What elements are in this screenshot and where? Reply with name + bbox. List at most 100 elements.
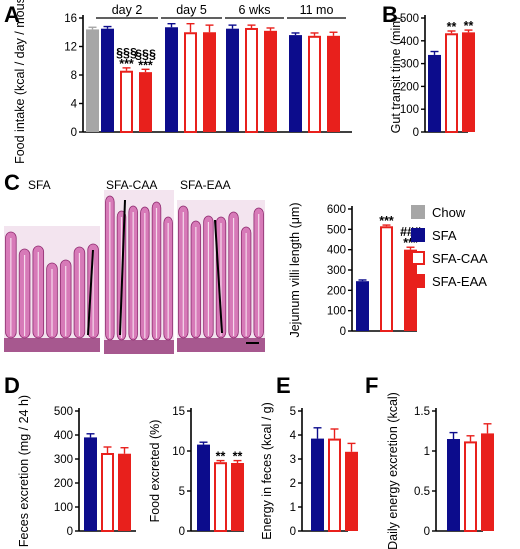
y-tick-label: 200 xyxy=(327,285,346,297)
bar xyxy=(264,30,277,133)
panel-letter: F xyxy=(365,373,378,398)
bar xyxy=(464,441,477,532)
chart-panel-d: D 0 100 200 300 400 500 Feces excretion (mg / 2… xyxy=(4,373,136,547)
legend-swatch xyxy=(411,274,425,288)
micrograph-label: SFA-CAA xyxy=(106,178,157,192)
y-tick-label: 2 xyxy=(290,478,296,490)
group-label: day 5 xyxy=(176,3,207,17)
y-tick-label: 1 xyxy=(424,446,430,458)
chart-panel-c: C 0 100 200 300 400 500 600 Jejunum villi length… xyxy=(4,170,421,338)
micrograph-label: SFA-EAA xyxy=(180,178,231,192)
y-tick-label: 0 xyxy=(67,526,73,538)
bar xyxy=(311,438,324,531)
chart-panel-a: A 0 4 8 12 16 Food intake (kcal / day / mouse)… xyxy=(4,0,352,164)
y-tick-label: 100 xyxy=(327,306,346,318)
y-tick-label: 0 xyxy=(340,326,346,338)
histology-micrograph: SFA SFA-CAA SFA-EAA xyxy=(4,178,265,354)
y-tick-label: 300 xyxy=(327,265,346,277)
bar xyxy=(197,444,210,531)
bar xyxy=(462,32,475,132)
significance-label: ** xyxy=(216,450,226,464)
bar xyxy=(120,70,133,133)
crypt-layer xyxy=(4,338,100,352)
y-axis-title: Feces excretion (mg / 24 h) xyxy=(17,395,31,547)
legend-swatch xyxy=(411,228,425,242)
bar xyxy=(345,451,358,531)
villus-length-line xyxy=(87,249,94,336)
villus-length-line xyxy=(214,219,223,334)
y-tick-label: 400 xyxy=(327,245,346,257)
legend-label: Chow xyxy=(432,205,466,220)
y-tick-label: 5 xyxy=(290,406,296,418)
y-axis-title: Food excreted (%) xyxy=(148,420,162,523)
significance-label: §§§ xyxy=(135,47,156,61)
bar xyxy=(447,439,460,531)
y-tick-label: 1 xyxy=(290,502,296,514)
bar xyxy=(226,28,239,132)
y-tick-label: 400 xyxy=(400,36,419,48)
y-tick-label: 200 xyxy=(400,81,419,93)
bar xyxy=(481,433,494,531)
significance-label: ** xyxy=(447,20,457,34)
legend-label: SFA xyxy=(432,228,457,243)
y-tick-label: 0 xyxy=(413,127,419,139)
micrograph-label: SFA xyxy=(28,178,51,192)
significance-label: *** xyxy=(119,57,134,71)
group-label: 11 mo xyxy=(300,3,334,17)
y-tick-label: 0 xyxy=(290,526,296,538)
significance-label: ** xyxy=(233,450,243,464)
y-axis-title: Food intake (kcal / day / mouse) xyxy=(13,0,27,164)
significance-label: *** xyxy=(379,214,394,228)
legend: Chow SFA SFA-CAA SFA-EAA xyxy=(411,205,488,289)
y-tick-label: 600 xyxy=(327,204,346,216)
significance-label: §§§ xyxy=(116,46,137,60)
significance-label: *** xyxy=(138,58,153,72)
tissue-background xyxy=(104,190,174,354)
y-tick-label: 12 xyxy=(64,42,77,54)
bar xyxy=(203,32,216,132)
y-tick-label: 0.5 xyxy=(414,486,430,498)
bar xyxy=(356,281,369,331)
legend-label: SFA-CAA xyxy=(432,251,488,266)
legend-swatch xyxy=(411,251,425,265)
y-axis-title: Jejunum villi length (μm) xyxy=(288,202,302,337)
micrograph-section xyxy=(4,226,100,352)
legend-swatch xyxy=(411,205,425,219)
group-label: 6 wks xyxy=(239,3,271,17)
y-tick-label: 0 xyxy=(71,127,77,139)
y-tick-label: 10 xyxy=(172,446,185,458)
y-tick-label: 16 xyxy=(64,13,77,25)
y-tick-label: 200 xyxy=(54,478,73,490)
y-tick-label: 15 xyxy=(172,406,185,418)
bar xyxy=(245,27,258,134)
crypt-layer xyxy=(177,338,265,352)
y-tick-label: 100 xyxy=(54,502,73,514)
bar xyxy=(231,463,244,531)
bar xyxy=(118,453,131,531)
y-tick-label: 300 xyxy=(54,454,73,466)
bar xyxy=(328,438,341,533)
bar xyxy=(84,437,97,531)
y-tick-label: 0 xyxy=(179,526,185,538)
bar xyxy=(165,27,178,133)
bar xyxy=(214,462,227,533)
panel-letter: E xyxy=(276,373,291,398)
crypt-layer xyxy=(104,340,174,354)
y-tick-label: 500 xyxy=(327,224,346,236)
chart-panel-f: F 0 0.5 1 1.5 Daily energy excretion (kcal) xyxy=(365,373,494,549)
y-axis-title: Energy in feces (kcal / g) xyxy=(260,402,274,540)
y-tick-label: 4 xyxy=(71,99,78,111)
y-tick-label: 4 xyxy=(290,430,297,442)
y-axis-title: Daily energy excretion (kcal) xyxy=(386,392,400,549)
bar xyxy=(428,54,441,132)
micrograph-section xyxy=(104,190,174,354)
y-tick-label: 500 xyxy=(400,13,419,25)
bar xyxy=(139,72,152,132)
y-axis-title: Gut transit time (min) xyxy=(389,17,403,134)
bar xyxy=(101,453,114,532)
y-tick-label: 500 xyxy=(54,406,73,418)
bar xyxy=(86,29,99,132)
bar xyxy=(308,35,321,133)
y-tick-label: 300 xyxy=(400,59,419,71)
